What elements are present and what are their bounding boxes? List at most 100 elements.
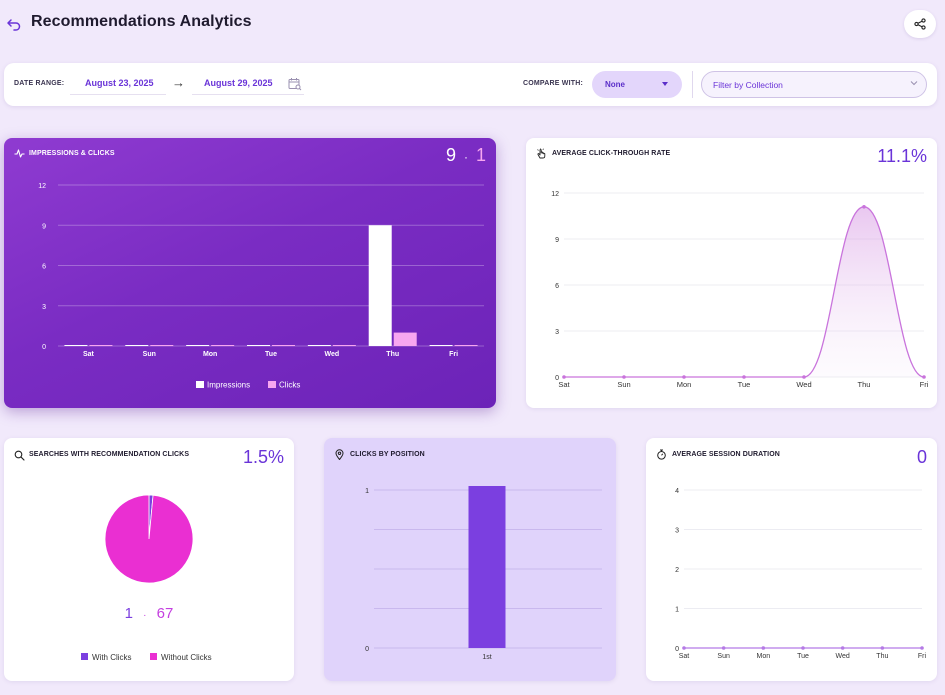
impressions-bar <box>429 345 453 346</box>
impressions-clicks-totals: 9 · 1 <box>446 145 486 166</box>
ctr-point <box>802 375 806 379</box>
stopwatch-icon <box>657 449 666 460</box>
clicks-bar <box>89 345 113 346</box>
y-tick-label: 6 <box>42 264 46 271</box>
searches-card-title: SEARCHES WITH RECOMMENDATION CLICKS <box>29 451 190 458</box>
x-tick-label: Thu <box>858 380 871 389</box>
y-tick-label: 9 <box>42 223 46 230</box>
chevron-down-icon <box>910 81 918 86</box>
x-tick-label: Tue <box>738 380 751 389</box>
ctr-point <box>562 375 566 379</box>
y-tick-label: 0 <box>365 646 369 653</box>
x-tick-label: Tue <box>797 653 809 660</box>
session-point <box>761 646 766 650</box>
session-duration-chart: 0 1 2 3 4 Sat Sun Mon Tue Wed Thu Fri <box>675 488 927 660</box>
searches-pie-chart: With Clicks Without Clicks <box>81 494 212 662</box>
share-icon <box>914 18 926 30</box>
date-range-label: DATE RANGE: <box>14 80 65 87</box>
session-point <box>721 646 726 650</box>
x-tick-label: Sat <box>83 351 95 358</box>
session-point <box>840 646 845 650</box>
clicks-bar <box>272 345 295 346</box>
share-button[interactable] <box>904 10 936 38</box>
legend-label: Clicks <box>279 381 300 390</box>
x-tick-label: Fri <box>918 653 927 660</box>
x-tick-label: Tue <box>265 351 277 358</box>
clicks-bar <box>393 332 417 346</box>
impressions-bar <box>64 345 88 346</box>
total-clicks: 1 <box>475 145 486 165</box>
compare-label: COMPARE WITH: <box>523 80 584 87</box>
x-tick-label: 1st <box>482 654 491 661</box>
y-tick-label: 4 <box>675 488 679 495</box>
y-tick-label: 12 <box>551 191 559 198</box>
session-point <box>880 646 885 650</box>
end-date-input[interactable]: August 29, 2025 <box>204 78 273 88</box>
undo-arrow-icon[interactable] <box>6 16 22 32</box>
x-tick-label: Wed <box>796 380 811 389</box>
y-tick-label: 2 <box>675 567 679 574</box>
start-date-input[interactable]: August 23, 2025 <box>85 78 154 88</box>
ctr-point <box>922 375 926 379</box>
legend-label: Impressions <box>207 381 250 390</box>
position-bar <box>468 486 506 648</box>
ctr-area <box>564 206 924 377</box>
y-tick-label: 0 <box>675 646 679 653</box>
ctr-point <box>742 375 746 379</box>
x-tick-label: Wed <box>325 351 340 358</box>
top-bar: Recommendations Analytics <box>0 0 945 50</box>
total-impressions: 9 <box>445 145 456 165</box>
legend-swatch <box>81 653 88 660</box>
map-pin-icon <box>335 449 344 460</box>
y-tick-label: 12 <box>38 183 46 190</box>
y-tick-label: 1 <box>365 488 369 495</box>
x-tick-label: Wed <box>836 653 850 660</box>
search-icon <box>14 450 25 461</box>
start-date-underline <box>70 94 166 95</box>
ctr-point <box>622 375 626 379</box>
ctr-card: AVERAGE CLICK-THROUGH RATE 11.1% 0 3 6 9 12 S… <box>526 138 937 408</box>
filter-bar: DATE RANGE: August 23, 2025 → August 29,… <box>4 63 937 106</box>
x-tick-label: Sat <box>558 380 570 389</box>
with-clicks-count: 1 <box>124 605 133 622</box>
compare-select[interactable]: None <box>592 71 682 98</box>
x-tick-label: Fri <box>449 351 458 358</box>
impressions-card-title: IMPRESSIONS & CLICKS <box>29 150 115 157</box>
impressions-bar <box>125 345 149 346</box>
impressions-bar <box>186 345 210 346</box>
end-date-underline <box>192 94 304 95</box>
y-tick-label: 6 <box>555 283 559 290</box>
date-arrow: → <box>172 75 185 90</box>
clicks-by-position-chart: 0 1 1st <box>365 486 602 661</box>
y-tick-label: 9 <box>555 237 559 244</box>
y-tick-label: 3 <box>42 304 46 311</box>
impressions-bar <box>307 345 331 346</box>
session-value: 0 <box>916 447 927 467</box>
ctr-chart: 0 3 6 9 12 Sat Sun Mon Tue Wed Thu Fri <box>551 191 929 389</box>
ctr-point <box>682 375 686 379</box>
legend-label: With Clicks <box>92 653 132 662</box>
clicks-bar <box>150 345 174 346</box>
y-tick-label: 3 <box>555 329 559 336</box>
y-tick-label: 1 <box>675 607 679 614</box>
y-tick-label: 0 <box>42 344 46 351</box>
collection-filter-select[interactable]: Filter by Collection <box>701 71 927 98</box>
x-tick-label: Sun <box>617 380 630 389</box>
filter-divider <box>692 71 693 98</box>
searches-value: 1.5% <box>242 447 284 467</box>
ctr-card-title: AVERAGE CLICK-THROUGH RATE <box>552 150 671 157</box>
compare-value: None <box>605 80 625 89</box>
x-tick-label: Mon <box>203 351 217 358</box>
impressions-clicks-chart: 0 3 6 9 12 Sat Sun Mon Tue Wed Thu Fri Impressions Cl… <box>38 183 484 390</box>
calendar-search-icon[interactable] <box>288 77 302 91</box>
page-title: Recommendations Analytics <box>31 13 252 30</box>
collection-placeholder: Filter by Collection <box>713 80 783 90</box>
x-tick-label: Mon <box>677 380 692 389</box>
clicks-bar <box>332 345 356 346</box>
caret-down-icon <box>662 82 668 86</box>
x-tick-label: Thu <box>386 351 399 358</box>
legend-swatch <box>196 381 204 388</box>
ctr-value: 11.1% <box>877 146 927 166</box>
impressions-clicks-card: IMPRESSIONS & CLICKS 9 · 1 0 3 6 9 12 Sat Sun M… <box>4 138 496 408</box>
session-card-title: AVERAGE SESSION DURATION <box>672 451 780 458</box>
